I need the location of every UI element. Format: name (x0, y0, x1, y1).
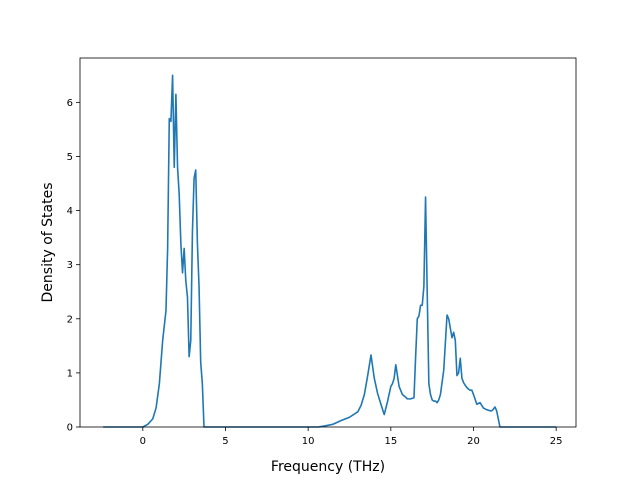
x-tick-label: 15 (384, 436, 397, 447)
plot-frame (79, 57, 577, 428)
series-layer (103, 74, 557, 428)
y-tick-label: 4 (67, 206, 73, 217)
x-tick-label: 25 (550, 436, 563, 447)
y-tick-label: 2 (67, 314, 73, 325)
x-tick-label: 5 (222, 436, 228, 447)
x-axis-label: Frequency (THz) (271, 459, 385, 475)
y-tick-label: 3 (67, 260, 73, 271)
y-tick-label: 0 (67, 423, 73, 434)
y-tick-label: 6 (67, 98, 73, 109)
x-axis-ticks: 0 5 10 15 20 25 (140, 427, 563, 447)
dos-series-line-0 (103, 74, 557, 428)
y-tick-label: 1 (67, 368, 73, 379)
x-tick-label: 20 (467, 436, 480, 447)
x-tick-label: 10 (302, 436, 315, 447)
y-axis-label: Density of States (40, 183, 56, 303)
plot-background (80, 58, 576, 427)
x-tick-label: 0 (140, 436, 146, 447)
y-axis-ticks: 0 1 2 3 4 5 6 (67, 98, 80, 434)
y-tick-label: 5 (67, 152, 73, 163)
